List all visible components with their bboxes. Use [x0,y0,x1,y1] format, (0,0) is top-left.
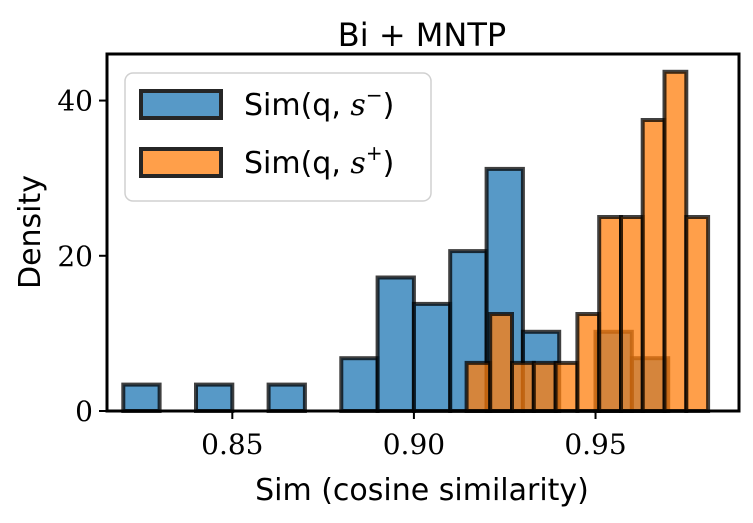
bar-series1-bin3 [531,360,558,413]
legend-label-negative: Sim(q, s−) [244,83,394,123]
legend-label-positive-close: ) [383,146,395,181]
bar-series1-bin4 [553,360,580,413]
bar-series1-bin0 [464,360,493,413]
legend-label-positive-symbol: s [350,146,365,181]
bar-series0-bin0 [121,382,162,414]
ticks-layer: 0.85 0.90 0.95 0 20 40 [57,85,626,461]
x-axis-label: Sim (cosine similarity) [255,473,589,508]
legend-label-negative-symbol: s [350,88,365,123]
legend-swatch-negative [139,89,223,120]
legend-label-positive: Sim(q, s+) [244,141,394,181]
y-axis-label: Density [13,175,48,289]
x-tick-label-0: 0.85 [201,428,263,461]
legend: Sim(q, s−) Sim(q, s+) [124,72,432,202]
legend-label-negative-sup: − [366,83,383,107]
x-tick-label-1: 0.90 [383,428,445,461]
chart-title: Bi + MNTP [338,16,506,54]
bar-series0-bin8 [411,301,453,413]
y-tick-label-2: 40 [57,85,93,118]
bar-series1-bin6 [597,215,624,413]
y-tick-label-1: 20 [57,240,93,273]
legend-swatch-positive [139,147,223,178]
bar-series0-bin2 [194,382,235,414]
bar-series1-bin5 [575,312,602,413]
bar-series1-bin1 [488,312,515,413]
bar-series0-bin4 [266,382,307,414]
plot-frame [105,52,741,413]
bar-series1-bin7 [619,215,645,413]
legend-label-positive-main: Sim(q, [244,146,350,181]
bar-series1-bin2 [510,360,536,413]
bar-series1-bin9 [662,69,689,414]
x-tick-label-2: 0.95 [564,428,626,461]
legend-label-negative-close: ) [383,88,395,123]
bar-series1-bin10 [684,215,711,413]
y-tick-label-0: 0 [75,395,93,428]
bar-series1-bin8 [640,118,667,413]
bar-series0-bin6 [339,356,380,414]
legend-label-positive-sup: + [366,141,383,165]
bar-series0-bin7 [375,275,416,413]
legend-label-negative-main: Sim(q, [244,88,350,123]
